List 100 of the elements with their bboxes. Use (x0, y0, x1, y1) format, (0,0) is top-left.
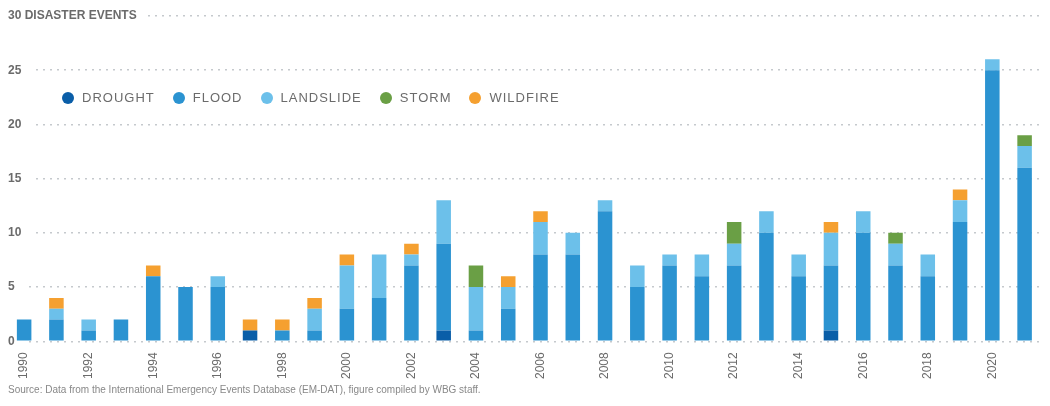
bar (307, 330, 322, 341)
x-tick-label: 2006 (532, 351, 547, 380)
y-tick-label: 15 (8, 170, 22, 185)
bar (339, 308, 355, 341)
bar (888, 265, 903, 341)
x-tick-label: 1996 (210, 351, 225, 380)
bar (1017, 167, 1032, 341)
bar (533, 211, 548, 223)
y-tick-label: 20 (8, 116, 22, 131)
bar (500, 287, 516, 309)
bar (662, 254, 677, 266)
x-tick-label: 1998 (274, 351, 289, 380)
bar (759, 232, 774, 341)
bar (275, 319, 290, 331)
bar (823, 222, 839, 233)
bar (371, 254, 387, 298)
bar (597, 211, 613, 341)
bar (726, 265, 742, 341)
bar (662, 265, 677, 341)
bar (178, 287, 193, 341)
x-tick-label: 2018 (920, 351, 935, 380)
bar (210, 287, 226, 341)
bar (275, 330, 290, 341)
bar (49, 297, 64, 309)
bar (371, 297, 387, 341)
bar (694, 276, 710, 341)
bar (630, 287, 645, 341)
legend-label: DROUGHT (82, 90, 155, 105)
legend-label: STORM (399, 90, 452, 105)
bar (985, 59, 1000, 71)
bar (307, 308, 322, 331)
bar (339, 265, 355, 309)
bar (952, 200, 968, 223)
bar (597, 200, 613, 212)
x-tick-label: 2004 (468, 351, 483, 380)
x-tick-label: 2020 (984, 351, 999, 380)
x-tick-label: 2008 (597, 351, 612, 380)
legend-label: LANDSLIDE (280, 90, 362, 105)
bar (726, 243, 742, 266)
bar (823, 330, 839, 341)
x-tick-label: 2002 (403, 351, 418, 380)
bar (791, 254, 806, 277)
legend-label: FLOOD (192, 90, 243, 105)
bar (49, 308, 64, 320)
bar (920, 254, 936, 277)
bar (468, 330, 484, 341)
bar (113, 319, 129, 341)
bar (726, 222, 742, 244)
bar (468, 287, 484, 331)
bar (210, 276, 226, 288)
x-tick-label: 1992 (81, 351, 95, 380)
bar (888, 232, 903, 244)
bar (565, 254, 581, 341)
bar (855, 232, 871, 341)
bar (823, 232, 839, 266)
x-tick-label: 1990 (16, 351, 31, 380)
x-tick-label: 2000 (339, 351, 354, 380)
bar (468, 265, 484, 288)
bar (920, 276, 936, 341)
x-tick-label: 2014 (791, 351, 805, 380)
bar (791, 276, 806, 341)
bar (242, 330, 258, 341)
bar (145, 276, 161, 341)
bar (500, 276, 516, 288)
bar (630, 265, 645, 288)
y-tick-label: 25 (8, 62, 22, 77)
x-tick-label: 2016 (855, 351, 870, 380)
bar (436, 200, 451, 244)
x-tick-label: 1994 (145, 351, 160, 380)
y-tick-label: 10 (8, 225, 22, 240)
y-tick-label: 0 (8, 333, 15, 348)
bar (855, 211, 871, 233)
y-tick-label: 5 (8, 279, 15, 294)
bar (888, 243, 903, 266)
x-tick-label: 2012 (726, 351, 741, 380)
bar (307, 297, 322, 309)
bar (145, 265, 161, 277)
bar (404, 254, 419, 266)
bar (436, 243, 451, 331)
bar (565, 232, 581, 255)
bar (823, 265, 839, 331)
bar (952, 189, 968, 201)
bar (952, 222, 968, 341)
bar (500, 308, 516, 341)
bar (985, 70, 1000, 341)
bar (1017, 146, 1032, 168)
bar (436, 330, 451, 341)
bar (533, 222, 548, 255)
bar (81, 319, 96, 331)
x-tick-label: 2010 (661, 351, 676, 380)
bar (533, 254, 548, 341)
bar (404, 265, 419, 341)
bar (694, 254, 710, 277)
bar (1017, 135, 1032, 147)
legend-label: WILDFIRE (489, 90, 560, 105)
bar (49, 319, 64, 341)
bar (81, 330, 96, 341)
bar (759, 211, 774, 233)
bar (404, 243, 419, 255)
y-tick-label: 30 DISASTER EVENTS (8, 8, 137, 23)
